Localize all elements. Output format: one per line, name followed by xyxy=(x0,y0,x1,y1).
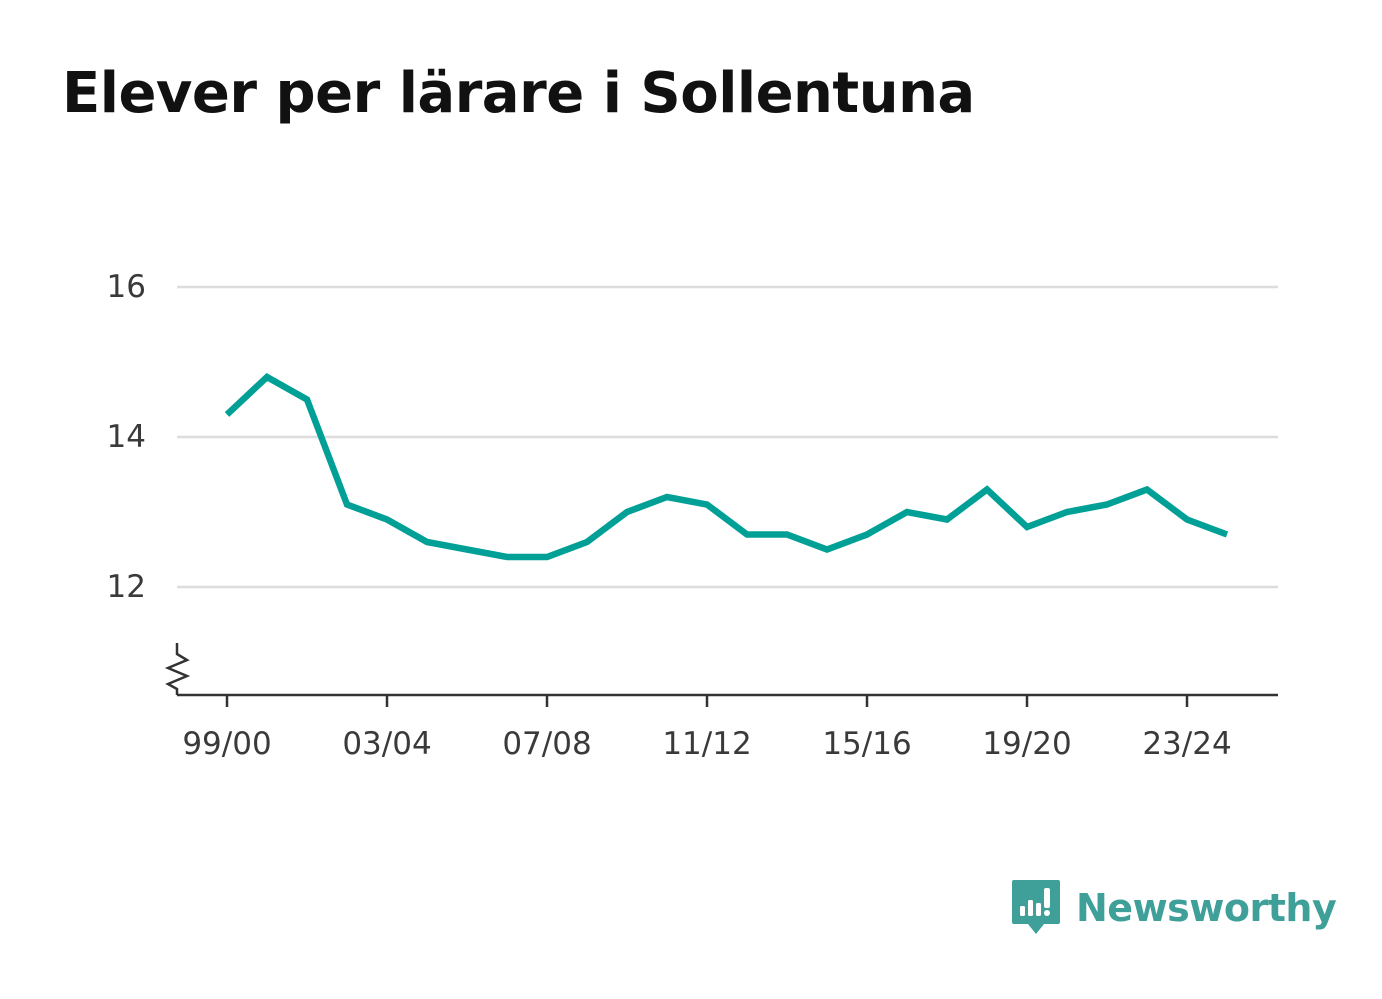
chart-title: Elever per lärare i Sollentuna xyxy=(62,61,975,126)
x-tick-label: 11/12 xyxy=(662,726,751,762)
x-tick-label: 19/20 xyxy=(982,726,1071,762)
series-layer xyxy=(224,372,1229,561)
x-axis-tick-labels: 99/00 03/04 07/08 11/12 15/16 19/20 23/24 xyxy=(182,695,1232,762)
x-tick-label: 23/24 xyxy=(1142,726,1231,762)
x-axis xyxy=(164,643,1278,697)
x-tick-label: 99/00 xyxy=(182,726,271,762)
y-tick-label: 14 xyxy=(107,419,146,455)
x-tick-label: 15/16 xyxy=(822,726,911,762)
x-tick-label: 07/08 xyxy=(502,726,591,762)
newsworthy-logo-icon xyxy=(1010,878,1062,938)
axis-break-icon xyxy=(164,643,191,695)
y-axis-tick-labels: 12 14 16 xyxy=(107,269,146,605)
y-tick-label: 12 xyxy=(107,569,146,605)
x-tick-label: 03/04 xyxy=(342,726,431,762)
series-line-0 xyxy=(224,372,1229,561)
gridlines xyxy=(177,285,1278,589)
brand: Newsworthy xyxy=(1010,878,1337,938)
brand-name: Newsworthy xyxy=(1076,886,1337,930)
y-tick-label: 16 xyxy=(107,269,146,305)
